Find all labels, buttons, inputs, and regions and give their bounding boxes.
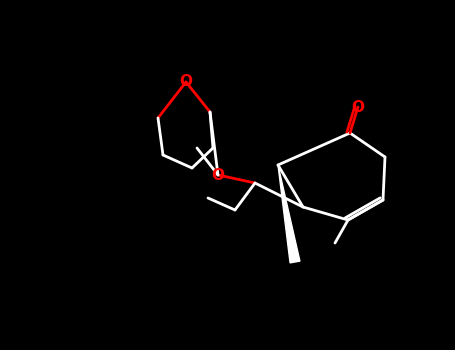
Text: O: O	[180, 75, 192, 90]
Text: O: O	[352, 99, 364, 114]
Text: O: O	[212, 168, 224, 182]
Polygon shape	[278, 165, 300, 263]
